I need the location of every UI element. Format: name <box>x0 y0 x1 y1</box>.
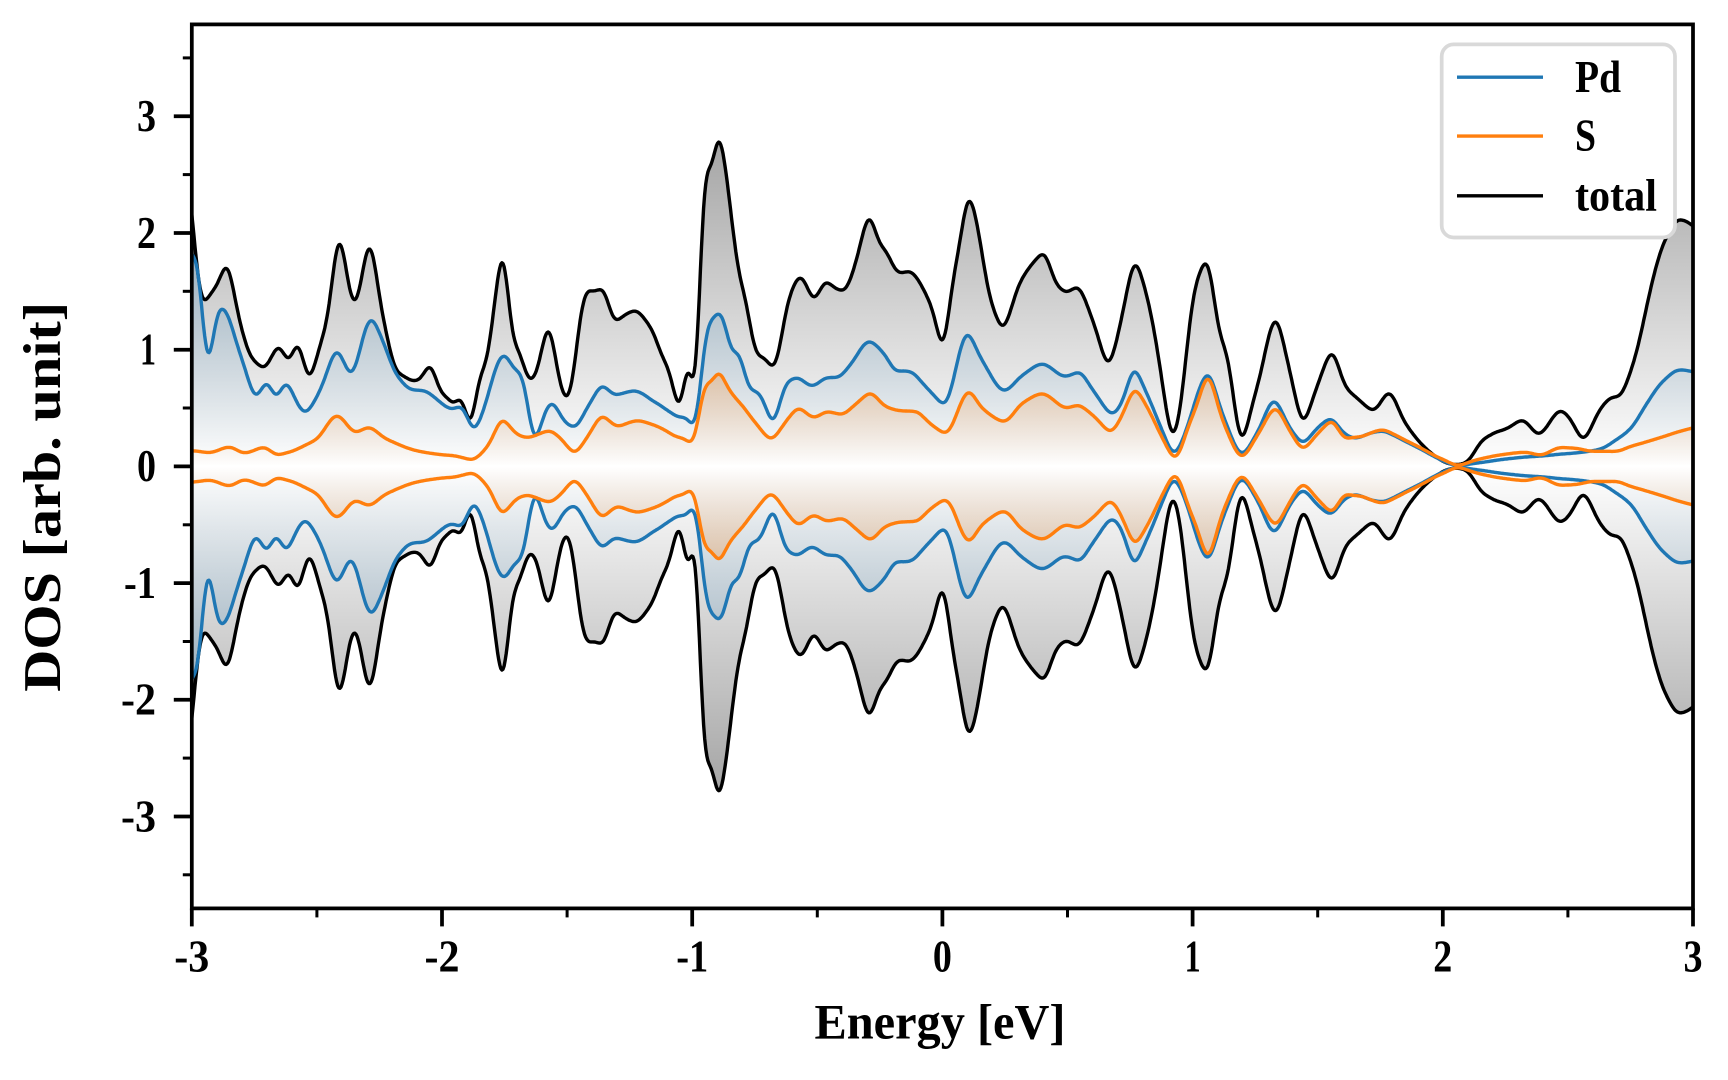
svg-text:-2: -2 <box>121 674 156 725</box>
svg-text:total: total <box>1575 169 1657 220</box>
svg-text:DOS [arb. unit]: DOS [arb. unit] <box>14 302 72 692</box>
svg-text:1: 1 <box>140 324 156 375</box>
svg-text:Energy [eV]: Energy [eV] <box>815 994 1066 1050</box>
svg-text:-2: -2 <box>425 931 460 982</box>
svg-text:2: 2 <box>1433 931 1452 982</box>
svg-text:Pd: Pd <box>1575 51 1621 102</box>
svg-text:-3: -3 <box>121 790 156 841</box>
svg-text:3: 3 <box>1684 931 1703 982</box>
svg-text:-3: -3 <box>174 931 209 982</box>
svg-text:-1: -1 <box>124 557 156 608</box>
svg-text:-1: -1 <box>676 931 708 982</box>
svg-text:1: 1 <box>1185 931 1201 982</box>
svg-text:S: S <box>1575 110 1596 161</box>
svg-text:0: 0 <box>137 440 156 491</box>
svg-text:2: 2 <box>137 207 156 258</box>
svg-text:0: 0 <box>933 931 952 982</box>
svg-text:3: 3 <box>137 90 156 141</box>
